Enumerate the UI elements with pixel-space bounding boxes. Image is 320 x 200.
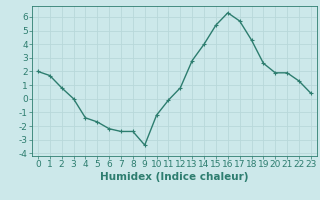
X-axis label: Humidex (Indice chaleur): Humidex (Indice chaleur) (100, 172, 249, 182)
